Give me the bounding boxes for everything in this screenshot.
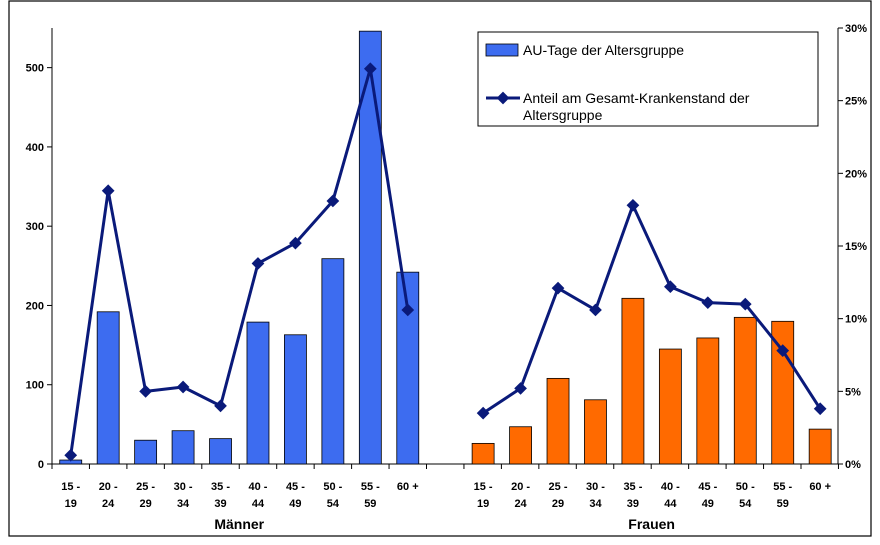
x-tick-label: 40 - xyxy=(248,481,267,493)
y-right-tick-label: 10% xyxy=(845,314,867,326)
x-tick-label: 59 xyxy=(777,498,789,510)
line-marker xyxy=(251,257,265,270)
line-marker xyxy=(101,184,115,198)
x-tick-label: 44 xyxy=(664,498,677,510)
x-tick-label: 30 - xyxy=(174,481,193,493)
line-marker xyxy=(176,380,190,394)
bar xyxy=(321,258,345,465)
x-tick-label: 25 - xyxy=(136,481,155,493)
legend-box xyxy=(477,31,819,127)
y-right-tick-label: 5% xyxy=(845,386,861,398)
y-right-tick-label: 15% xyxy=(845,241,867,253)
plot-area: 0 100 200 300 400 500 0% 5% 10% 15% 20% 25% 30% 15 - 1… xyxy=(26,23,868,532)
x-tick-label: 29 xyxy=(552,498,564,510)
group-label: Männer xyxy=(214,516,264,532)
bar xyxy=(808,428,832,465)
y-right-tick-label: 30% xyxy=(845,23,867,35)
bar xyxy=(621,297,645,465)
y-left-tick-label: 100 xyxy=(26,380,44,392)
y-left-tick-label: 200 xyxy=(26,300,44,312)
x-tick-label: 45 - xyxy=(698,481,717,493)
bar xyxy=(509,426,532,465)
x-tick-label: 34 xyxy=(589,498,602,510)
legend-line-marker xyxy=(496,91,510,105)
x-tick-label: 44 xyxy=(252,498,265,510)
x-tick-label: 49 xyxy=(289,498,301,510)
bar xyxy=(696,337,720,465)
bar xyxy=(733,316,757,465)
x-tick-label: 50 - xyxy=(736,481,755,493)
x-tick-label: 39 xyxy=(627,498,639,510)
bar xyxy=(96,311,120,465)
x-tick-label: 25 - xyxy=(549,481,568,493)
group-label: Frauen xyxy=(628,516,675,532)
legend-bar-swatch xyxy=(485,43,519,57)
y-right-tick-label: 20% xyxy=(845,168,867,180)
x-tick-label: 20 - xyxy=(99,481,118,493)
bar xyxy=(246,321,270,465)
x-tick-label: 55 - xyxy=(773,481,792,493)
x-tick-label: 34 xyxy=(177,498,190,510)
x-tick-label: 39 xyxy=(214,498,226,510)
bar xyxy=(209,438,232,465)
line-marker xyxy=(289,236,302,250)
line-marker xyxy=(401,303,415,317)
line-marker xyxy=(139,384,152,398)
x-tick-label: 40 - xyxy=(661,481,680,493)
bar xyxy=(584,399,607,465)
line-series xyxy=(69,67,410,456)
x-tick-label: 15 - xyxy=(474,481,493,493)
bar xyxy=(658,348,682,465)
y-left-tick-label: 300 xyxy=(26,221,44,233)
legend-line-label: Anteil am Gesamt-Krankenstand der xyxy=(523,90,750,106)
y-left-tick-label: 0 xyxy=(38,459,44,471)
bar xyxy=(284,334,307,465)
x-tick-label: 30 - xyxy=(586,481,605,493)
bar xyxy=(358,30,382,465)
x-tick-label: 20 - xyxy=(511,481,530,493)
x-tick-label: 15 - xyxy=(61,481,80,493)
x-tick-label: 59 xyxy=(364,498,376,510)
legend: AU-Tage der Altersgruppe Anteil am Gesam… xyxy=(477,31,819,127)
legend-bar-label: AU-Tage der Altersgruppe xyxy=(523,42,684,58)
x-tick-label: 29 xyxy=(140,498,152,510)
x-tick-label: 60 + xyxy=(397,481,419,493)
line-marker xyxy=(476,406,490,420)
bar xyxy=(134,439,158,465)
x-tick-label: 24 xyxy=(102,498,115,510)
x-tick-label: 54 xyxy=(739,498,752,510)
bar xyxy=(546,377,570,465)
x-tick-label: 19 xyxy=(65,498,77,510)
bar xyxy=(471,442,495,465)
y-right-tick-label: 0% xyxy=(845,459,861,471)
x-tick-label: 24 xyxy=(514,498,527,510)
x-tick-label: 50 - xyxy=(323,481,342,493)
x-tick-label: 55 - xyxy=(361,481,380,493)
y-left-tick-label: 400 xyxy=(26,142,44,154)
bar xyxy=(396,271,420,465)
x-tick-label: 35 - xyxy=(623,481,642,493)
x-tick-label: 54 xyxy=(327,498,340,510)
x-tick-label: 19 xyxy=(477,498,489,510)
x-tick-label: 60 + xyxy=(809,481,831,493)
legend-line-label-2: Altersgruppe xyxy=(523,107,603,123)
x-tick-label: 45 - xyxy=(286,481,305,493)
line-marker xyxy=(214,399,227,413)
line-marker xyxy=(326,194,340,208)
x-tick-label: 49 xyxy=(702,498,714,510)
y-right-tick-label: 25% xyxy=(845,96,867,108)
bar xyxy=(171,430,195,465)
line-marker xyxy=(64,448,78,462)
y-left-tick-label: 500 xyxy=(26,63,44,75)
line-series xyxy=(482,203,822,415)
x-tick-label: 35 - xyxy=(211,481,230,493)
line-marker xyxy=(363,62,377,76)
